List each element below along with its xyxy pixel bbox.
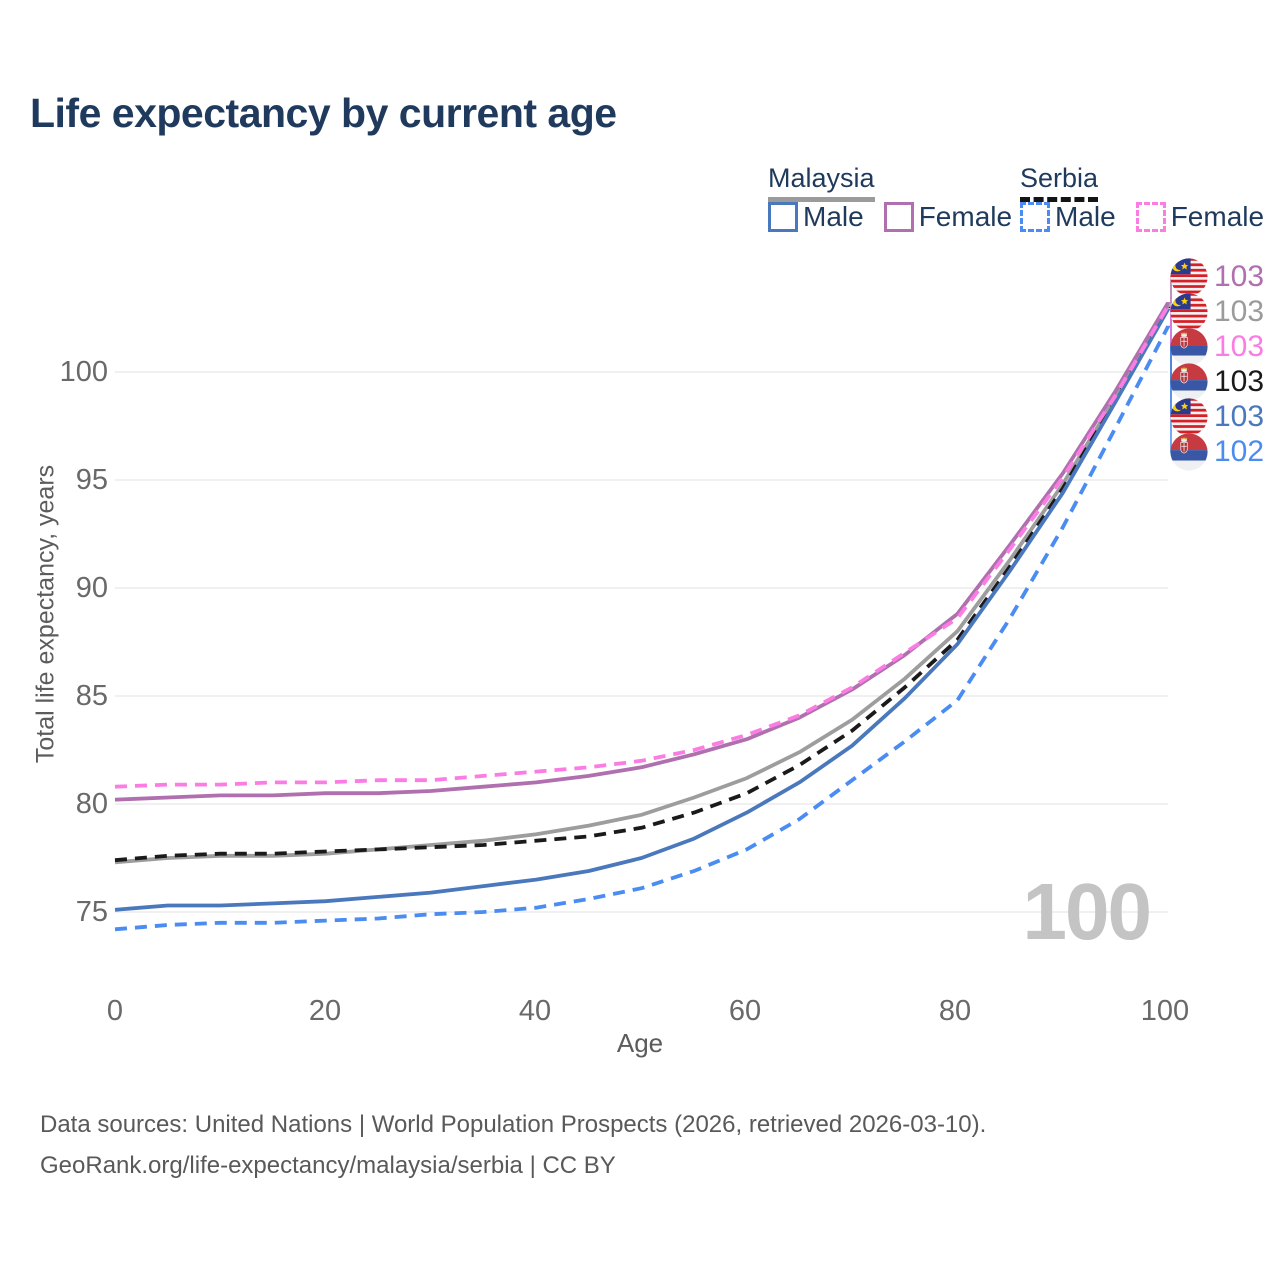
end-label-malaysia-female: 103 (1170, 258, 1264, 296)
serbia-flag-icon (1170, 363, 1208, 401)
legend-group-serbia[interactable]: Serbia (1020, 163, 1099, 202)
legend-label-malaysia-male[interactable]: Male (803, 201, 864, 232)
legend-row-malaysia: Male Female (768, 201, 1032, 233)
serbia-flag-icon (1170, 328, 1208, 366)
footer: Data sources: United Nations | World Pop… (40, 1104, 986, 1186)
legend-label-serbia-male[interactable]: Male (1055, 201, 1116, 232)
legend-swatch-malaysia-female[interactable] (883, 202, 914, 232)
series-line-serbia-male (114, 325, 1170, 932)
x-tick-40: 40 (518, 995, 552, 1027)
legend-group-malaysia[interactable]: Malaysia (768, 163, 875, 202)
series-line-malaysia-male (114, 308, 1170, 912)
y-tick-75: 75 (75, 896, 108, 928)
legend-row-serbia: Male Female (1020, 201, 1280, 233)
end-label-serbia-male: 102 (1170, 433, 1264, 471)
end-label-serbia-both: 103 (1170, 363, 1264, 401)
legend-swatch-serbia-female[interactable] (1135, 202, 1166, 232)
legend-swatch-serbia-male[interactable] (1020, 202, 1050, 232)
legend-label-malaysia-female[interactable]: Female (918, 201, 1013, 232)
serbia-flag-icon (1170, 433, 1208, 471)
malaysia-flag-icon (1170, 258, 1208, 296)
end-label-serbia-female: 103 (1170, 328, 1264, 366)
y-tick-95: 95 (75, 464, 108, 496)
x-tick-0: 0 (106, 995, 124, 1027)
end-value: 103 (1214, 260, 1265, 293)
y-tick-100: 100 (59, 356, 108, 388)
data-sources-line: Data sources: United Nations | World Pop… (40, 1111, 987, 1138)
y-tick-90: 90 (75, 572, 108, 604)
end-label-malaysia-male: 103 (1170, 398, 1264, 436)
end-value: 103 (1214, 365, 1265, 398)
end-value: 102 (1214, 435, 1265, 468)
series-line-serbia-both-sexes (114, 306, 1170, 863)
malaysia-flag-icon (1170, 293, 1208, 331)
series-line-malaysia-female (114, 301, 1170, 802)
y-axis-title: Total life expectancy, years (31, 464, 60, 764)
end-label-malaysia-both: 103 (1170, 293, 1264, 331)
watermark-age-100: 100 (1022, 867, 1152, 956)
series-line-serbia-female (114, 305, 1170, 789)
x-axis-title: Age (616, 1028, 664, 1058)
page-title: Life expectancy by current age (30, 90, 617, 136)
legend-label-serbia-female[interactable]: Female (1170, 201, 1265, 232)
end-value: 103 (1214, 400, 1265, 433)
x-tick-80: 80 (938, 995, 972, 1027)
end-value: 103 (1214, 330, 1265, 363)
y-tick-80: 80 (75, 788, 108, 820)
x-tick-20: 20 (308, 995, 342, 1027)
x-tick-100: 100 (1140, 995, 1190, 1027)
attribution-line: GeoRank.org/life-expectancy/malaysia/ser… (40, 1152, 616, 1179)
series-line-malaysia-both-sexes (114, 304, 1170, 865)
y-tick-85: 85 (75, 680, 108, 712)
end-value: 103 (1214, 295, 1265, 328)
malaysia-flag-icon (1170, 398, 1208, 436)
x-tick-60: 60 (728, 995, 762, 1027)
legend-swatch-malaysia-male[interactable] (768, 202, 798, 232)
